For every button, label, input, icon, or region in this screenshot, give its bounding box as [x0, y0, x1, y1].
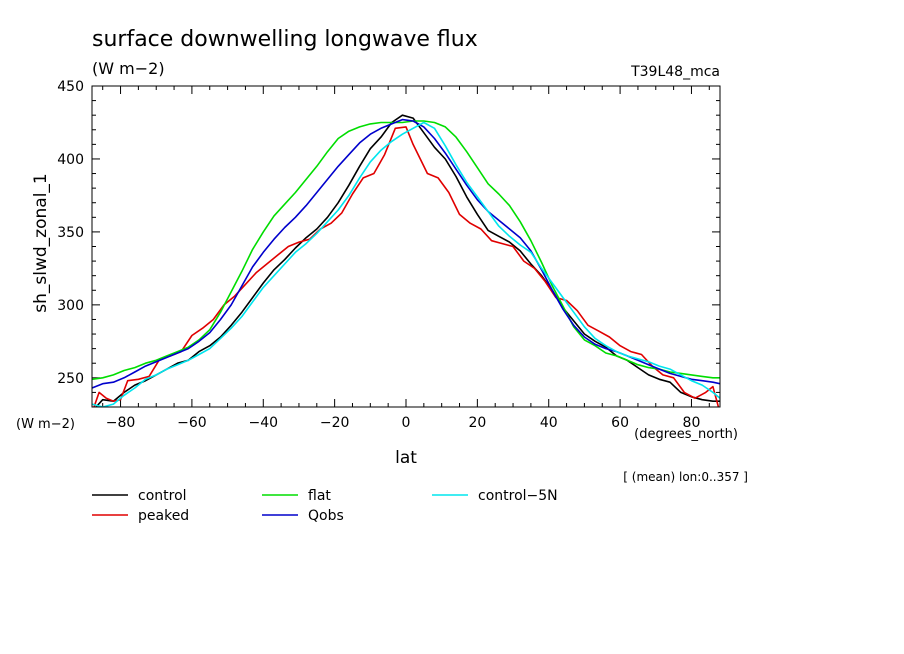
chart-tag: T39L48_mca — [630, 64, 720, 80]
legend-label: control — [138, 488, 187, 504]
series-line-control-5n — [92, 121, 720, 407]
chart-title: surface downwelling longwave flux — [92, 27, 478, 52]
x-tick-label: 80 — [683, 415, 701, 431]
series-line-control — [94, 114, 720, 407]
legend: control peaked flat Qobs control−5N — [92, 488, 558, 524]
x-axis-label: lat — [395, 448, 417, 468]
x-tick-label: 40 — [540, 415, 558, 431]
chart-subtitle: (W m−2) — [92, 59, 165, 78]
legend-label: flat — [308, 488, 331, 504]
legend-label: peaked — [138, 508, 189, 524]
series-line-flat — [92, 120, 720, 381]
x-tick-label: 0 — [402, 415, 411, 431]
x-tick-label: 60 — [611, 415, 629, 431]
x-tick-label: −20 — [320, 415, 350, 431]
series-line-peaked — [93, 126, 720, 407]
legend-label: Qobs — [308, 508, 344, 524]
y-tick-label: 350 — [57, 225, 84, 241]
y-axis-units: (W m−2) — [16, 417, 75, 432]
x-tick-label: 20 — [468, 415, 486, 431]
y-tick-label: 450 — [57, 79, 84, 95]
y-tick-label: 400 — [57, 152, 84, 168]
x-axis-units: (degrees_north) — [634, 427, 738, 442]
x-tick-label: −60 — [177, 415, 207, 431]
y-axis-label: sh_slwd_zonal_1 — [31, 173, 51, 312]
y-tick-label: 300 — [57, 298, 84, 314]
series-layer — [92, 114, 720, 407]
plot-frame — [91, 85, 721, 408]
y-axis-ticks: 250 300 350 400 450 — [57, 79, 720, 408]
x-tick-label: −80 — [106, 415, 136, 431]
x-axis-ticks: −80 −60 −40 −20 0 20 40 60 80 — [102, 86, 710, 431]
legend-label: control−5N — [478, 488, 558, 504]
chart-note: [ (mean) lon:0..357 ] — [623, 470, 748, 484]
y-tick-label: 250 — [57, 371, 84, 387]
x-tick-label: −40 — [248, 415, 278, 431]
